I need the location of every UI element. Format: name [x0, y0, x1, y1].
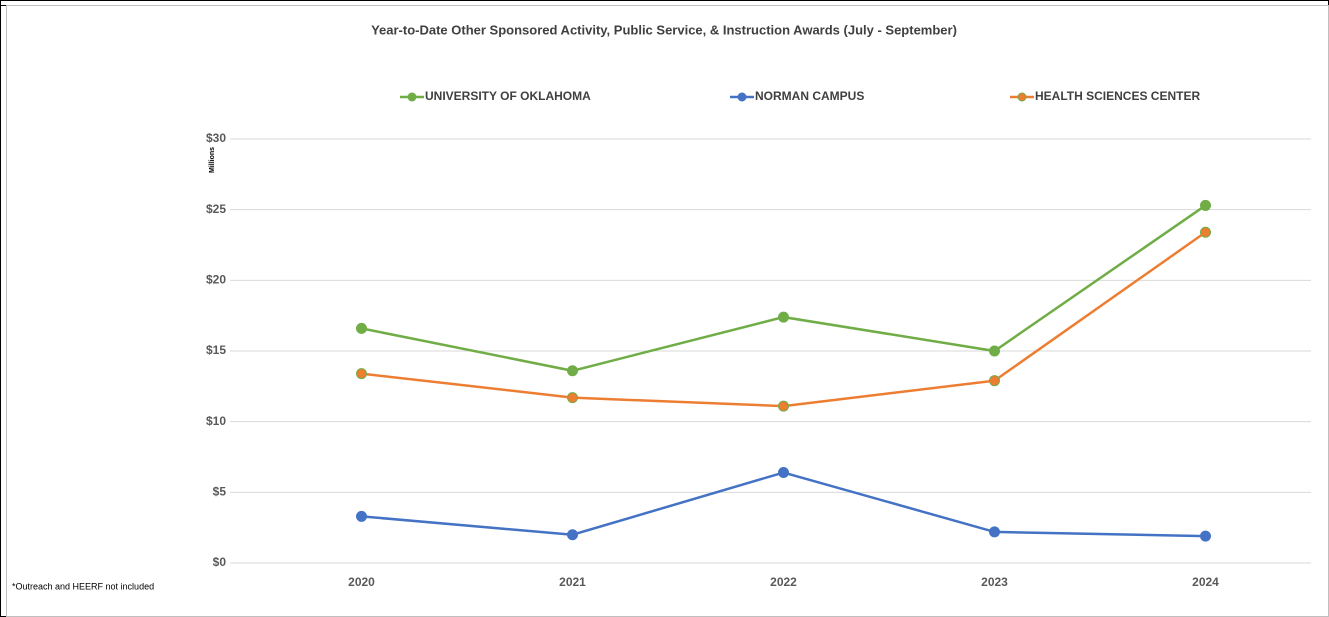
data-point [989, 526, 1000, 538]
data-point [567, 392, 578, 404]
data-point [356, 510, 367, 522]
data-point [989, 375, 1000, 387]
chart-title: Year-to-Date Other Sponsored Activity, P… [371, 22, 957, 37]
x-tick-label: 2024 [1192, 575, 1219, 589]
x-tick-label: 2022 [770, 575, 797, 589]
y-tick-label: $20 [206, 273, 226, 287]
y-tick-label: $5 [213, 485, 227, 499]
data-point [356, 368, 367, 380]
data-point [778, 311, 789, 323]
series-line [361, 471, 1206, 538]
y-tick-label: $25 [206, 202, 226, 216]
y-axis-label: Millions [209, 147, 216, 173]
x-tick-label: 2020 [348, 575, 375, 589]
data-point [989, 345, 1000, 357]
data-point [1200, 530, 1211, 542]
x-tick-label: 2023 [981, 575, 1008, 589]
data-point [356, 322, 367, 334]
data-point [778, 400, 789, 412]
annotation: *Outreach and HEERF not included [12, 581, 154, 591]
data-point [778, 467, 789, 479]
legend-marker [737, 92, 747, 102]
data-point [1200, 226, 1211, 238]
y-tick-label: $0 [213, 555, 227, 569]
data-point [1200, 199, 1211, 211]
legend-label: NORMAN CAMPUS [755, 89, 864, 103]
legend-label: UNIVERSITY OF OKLAHOMA [425, 89, 591, 103]
data-point [567, 529, 578, 541]
x-tick-label: 2021 [559, 575, 586, 589]
y-tick-label: $30 [206, 131, 226, 145]
y-tick-label: $15 [206, 343, 226, 357]
series-line [361, 204, 1207, 373]
y-tick-label: $10 [206, 414, 226, 428]
legend-marker [407, 92, 417, 102]
legend-label: HEALTH SCIENCES CENTER [1035, 89, 1200, 103]
legend-marker [1017, 92, 1027, 102]
data-point [567, 365, 578, 377]
